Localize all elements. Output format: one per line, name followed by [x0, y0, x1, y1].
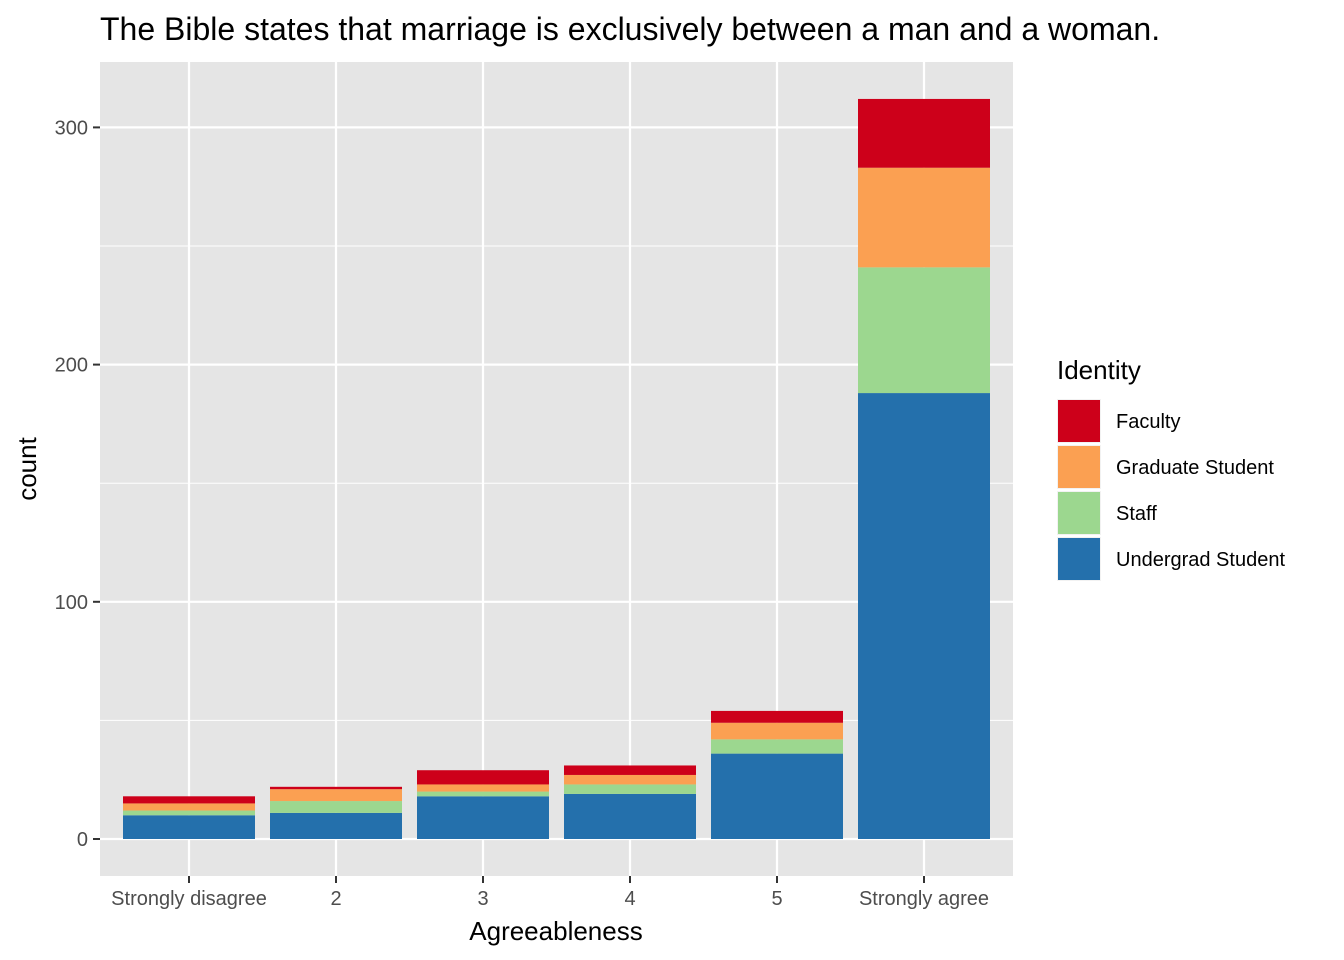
bar-segment-staff — [711, 739, 843, 754]
bar-segment-staff — [270, 801, 402, 813]
x-tick-label: 3 — [477, 888, 488, 910]
bar-segment-staff — [417, 791, 549, 797]
bar-segment-undergrad-student — [711, 753, 843, 839]
y-tick-label: 200 — [55, 355, 88, 377]
bar-segment-graduate-student — [270, 789, 402, 802]
chart-title: The Bible states that marriage is exclus… — [100, 11, 1160, 47]
bar-segment-graduate-student — [858, 167, 990, 268]
legend-title: Identity — [1057, 355, 1141, 385]
bar-segment-graduate-student — [564, 774, 696, 785]
bar-segment-faculty — [123, 796, 255, 804]
bar-segment-staff — [123, 810, 255, 816]
x-tick-label: Strongly disagree — [111, 888, 267, 910]
bar-segment-faculty — [858, 98, 990, 168]
y-tick-label: 100 — [55, 592, 88, 614]
bar-segment-undergrad-student — [858, 393, 990, 839]
legend: Identity Faculty Graduate Student Staff Und… — [1057, 355, 1285, 581]
x-tick-label: 2 — [330, 888, 341, 910]
bar-segment-undergrad-student — [564, 793, 696, 839]
bar-segment-staff — [564, 784, 696, 794]
legend-swatch — [1058, 538, 1100, 580]
x-axis-title: Agreeableness — [469, 916, 642, 946]
bar-segment-faculty — [564, 765, 696, 775]
bar-segment-graduate-student — [123, 803, 255, 811]
bar-segment-undergrad-student — [123, 815, 255, 839]
x-tick-label: 4 — [624, 888, 635, 910]
y-axis-title: count — [12, 436, 42, 500]
legend-label: Undergrad Student — [1116, 549, 1285, 571]
bar-segment-faculty — [270, 786, 402, 790]
legend-swatch — [1058, 446, 1100, 488]
bar-segment-staff — [858, 267, 990, 394]
legend-label: Faculty — [1116, 411, 1180, 433]
legend-swatch — [1058, 400, 1100, 442]
bar-segment-undergrad-student — [417, 796, 549, 839]
x-axis: Strongly disagree 2 3 4 5 Strongly agree — [111, 876, 989, 910]
y-tick-label: 0 — [77, 829, 88, 851]
bar-layer — [123, 98, 990, 839]
bar-segment-faculty — [711, 710, 843, 723]
bar-segment-graduate-student — [711, 722, 843, 740]
legend-label: Graduate Student — [1116, 457, 1274, 479]
legend-swatch — [1058, 492, 1100, 534]
bar-segment-graduate-student — [417, 784, 549, 792]
bar-segment-faculty — [417, 770, 549, 785]
x-tick-label: 5 — [771, 888, 782, 910]
x-tick-label: Strongly agree — [859, 888, 989, 910]
y-axis: 0 100 200 300 — [55, 117, 100, 851]
legend-label: Staff — [1116, 503, 1157, 525]
y-tick-label: 300 — [55, 117, 88, 139]
bar-segment-undergrad-student — [270, 812, 402, 839]
